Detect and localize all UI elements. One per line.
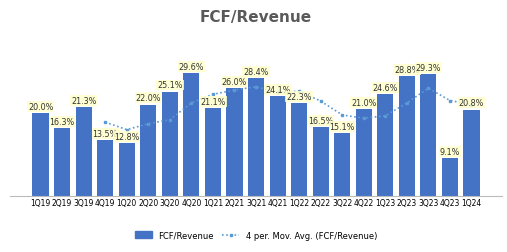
Text: 13.5%: 13.5% (92, 129, 118, 138)
Text: 26.0%: 26.0% (222, 77, 247, 86)
Text: 28.4%: 28.4% (243, 68, 269, 76)
Bar (334, 134, 350, 197)
Text: 29.6%: 29.6% (178, 62, 204, 71)
Bar (76, 108, 92, 197)
Text: 24.6%: 24.6% (373, 83, 398, 92)
Bar (119, 143, 135, 197)
Text: 20.8%: 20.8% (459, 99, 484, 108)
Text: 28.8%: 28.8% (394, 66, 420, 75)
Legend: FCF/Revenue, 4 per. Mov. Avg. (FCF/Revenue): FCF/Revenue, 4 per. Mov. Avg. (FCF/Reven… (135, 231, 377, 240)
Bar (205, 109, 221, 197)
Text: 22.3%: 22.3% (286, 93, 312, 102)
Text: 9.1%: 9.1% (440, 148, 460, 157)
Text: 20.0%: 20.0% (28, 102, 53, 111)
Text: 16.3%: 16.3% (50, 118, 75, 127)
Text: 16.5%: 16.5% (308, 117, 334, 126)
Bar (399, 77, 415, 197)
Title: FCF/Revenue: FCF/Revenue (200, 10, 312, 25)
Bar (420, 75, 437, 197)
Text: 21.0%: 21.0% (351, 98, 377, 107)
Bar (291, 104, 307, 197)
Bar (184, 74, 199, 197)
Bar (32, 113, 49, 197)
Text: 22.0%: 22.0% (135, 94, 161, 103)
Text: 25.1%: 25.1% (157, 81, 183, 90)
Bar (140, 105, 156, 197)
Bar (248, 78, 264, 197)
Text: 29.3%: 29.3% (416, 64, 441, 73)
Bar (442, 159, 458, 197)
Text: 15.1%: 15.1% (330, 123, 355, 132)
Bar (356, 109, 372, 197)
Text: 12.8%: 12.8% (114, 132, 139, 141)
Bar (463, 110, 480, 197)
Bar (227, 88, 242, 197)
Bar (313, 128, 329, 197)
Bar (162, 92, 178, 197)
Bar (97, 140, 113, 197)
Text: 21.1%: 21.1% (200, 98, 226, 107)
Bar (270, 96, 285, 197)
Text: 24.1%: 24.1% (265, 85, 291, 94)
Text: 21.3%: 21.3% (71, 97, 96, 106)
Bar (54, 129, 70, 197)
Bar (377, 94, 393, 197)
